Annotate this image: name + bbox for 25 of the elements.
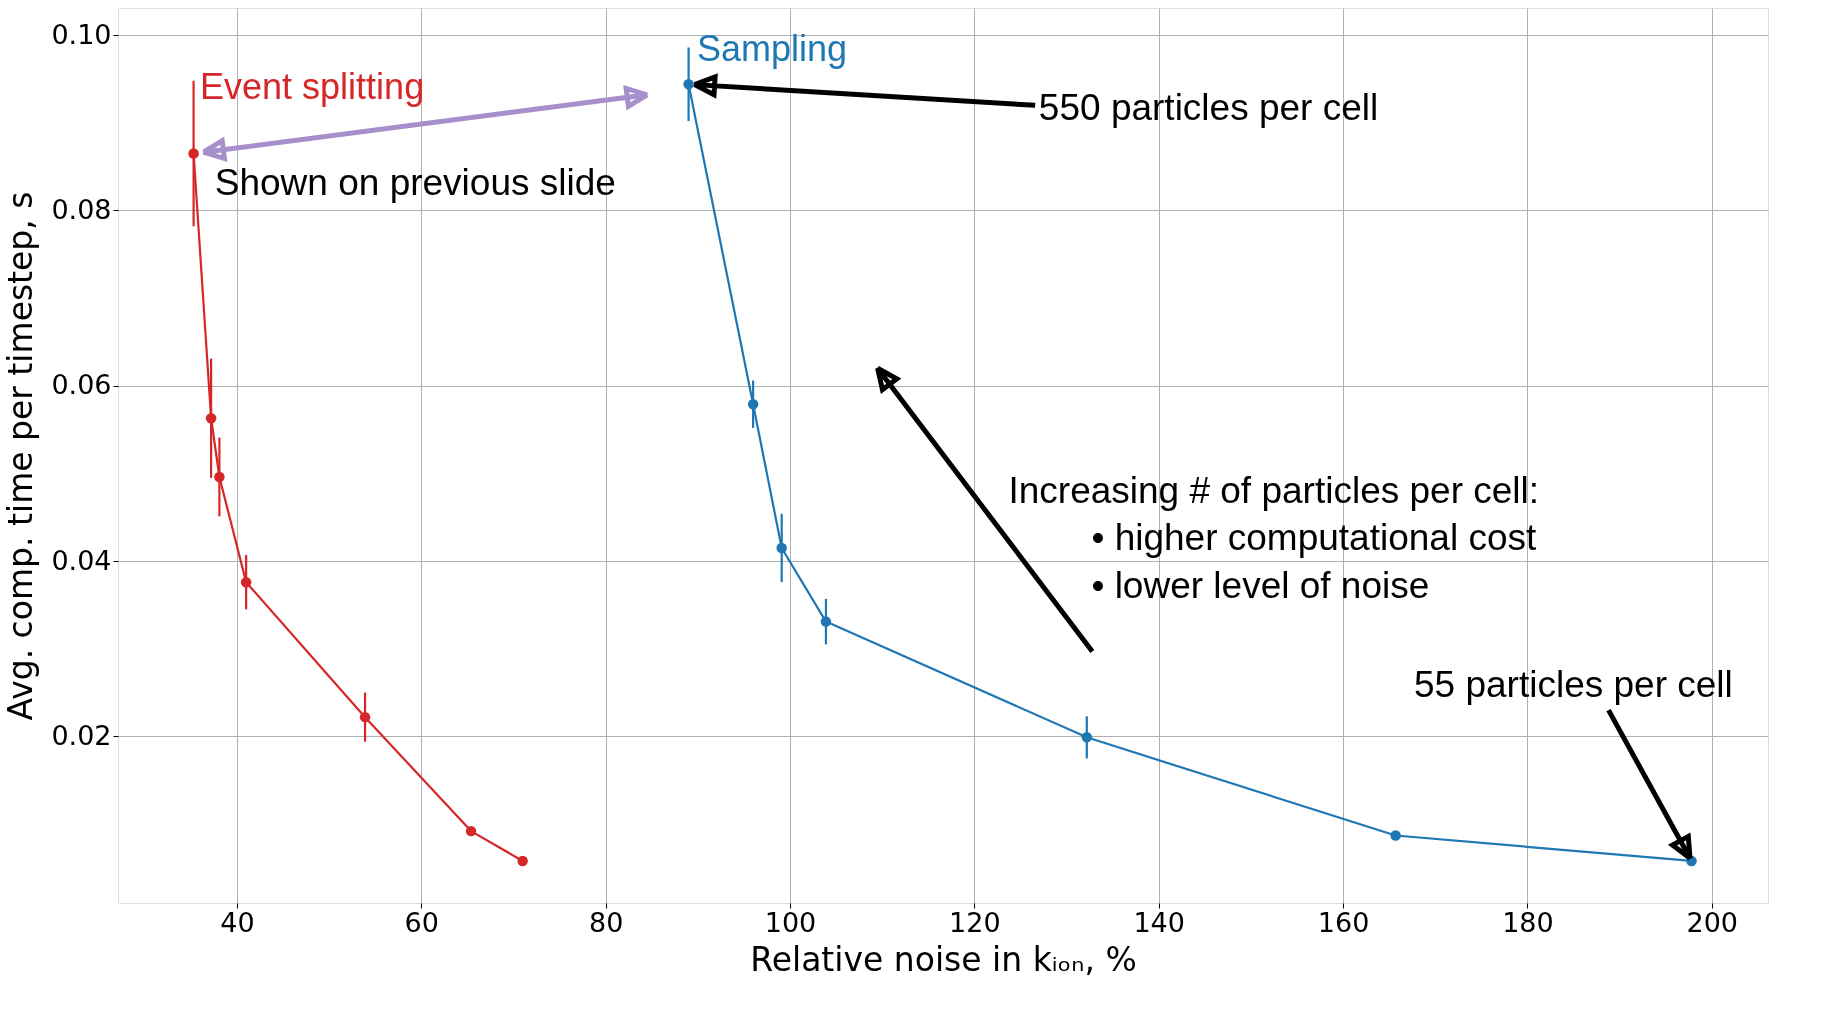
annotation: 550 particles per cell <box>1038 86 1379 128</box>
point <box>517 855 528 867</box>
y-tick-label: 0.06 <box>51 369 112 401</box>
annotation: Shown on previous slide <box>214 162 616 204</box>
y-tick-label: 0.10 <box>51 18 112 50</box>
x-tick-label: 100 <box>764 906 817 938</box>
series-label: Sampling <box>696 28 847 70</box>
x-tick-label: 80 <box>588 906 624 938</box>
annotation: 55 particles per cell <box>1414 663 1733 705</box>
x-tick-label: 40 <box>220 906 255 938</box>
x-axis-title: Relative noise in kᵢₒₙ, % <box>750 939 1137 979</box>
x-tick-label: 180 <box>1502 906 1554 938</box>
series-label: Event splitting <box>200 65 425 107</box>
point <box>1390 830 1401 841</box>
y-axis-title: Avg. comp. time per timestep, s <box>1 191 41 721</box>
x-tick-label: 120 <box>949 906 1001 938</box>
x-tick-label: 60 <box>404 906 439 938</box>
point <box>465 825 477 837</box>
annotation: Increasing # of particles per cell: • higher computational cost • lower level of noise <box>1008 469 1540 606</box>
y-tick-label: 0.02 <box>51 719 112 751</box>
x-tick-label: 160 <box>1317 906 1370 938</box>
x-tick-label: 140 <box>1133 906 1185 938</box>
y-tick-label: 0.08 <box>51 193 112 225</box>
x-tick-label: 200 <box>1686 906 1739 938</box>
y-tick-label: 0.04 <box>51 544 112 576</box>
